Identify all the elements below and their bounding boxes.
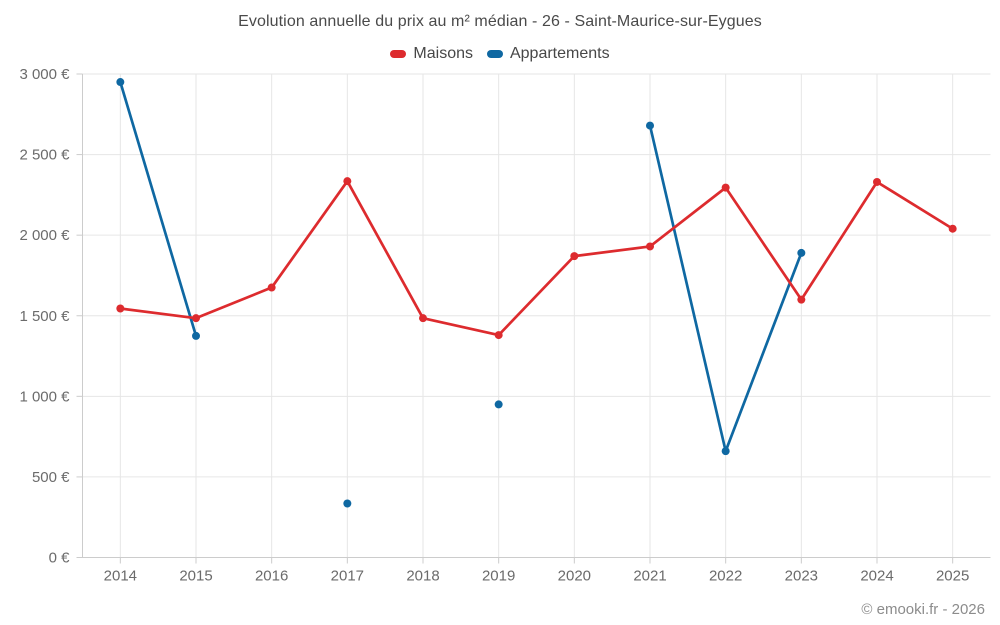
x-tick-label: 2016 <box>255 568 288 585</box>
x-tick-label: 2020 <box>558 568 591 585</box>
y-tick-label: 2 000 € <box>19 227 70 244</box>
x-tick-label: 2022 <box>709 568 742 585</box>
series-line-maisons <box>799 180 879 301</box>
point-maisons-2021[interactable] <box>646 242 654 251</box>
x-tick-label: 2019 <box>482 568 515 585</box>
series-line-maisons <box>875 180 955 231</box>
y-tick-label: 500 € <box>32 469 70 486</box>
x-tick-label: 2021 <box>633 568 666 585</box>
point-appartements-2019[interactable] <box>494 400 503 409</box>
legend: Maisons Appartements <box>0 45 1000 63</box>
point-maisons-2022[interactable] <box>721 183 730 192</box>
point-appartements-2021[interactable] <box>646 121 654 130</box>
copyright-footer: © emooki.fr - 2026 <box>861 601 985 618</box>
y-tick-label: 1 500 € <box>19 308 70 325</box>
legend-item-maisons[interactable]: Maisons <box>390 45 473 63</box>
x-tick-label: 2015 <box>179 568 212 585</box>
point-appartements-2015[interactable] <box>192 331 200 340</box>
y-tick-label: 0 € <box>49 550 71 567</box>
y-tick-label: 3 000 € <box>19 66 70 83</box>
series-line-maisons <box>194 286 274 320</box>
point-appartements-2017[interactable] <box>343 499 352 508</box>
point-maisons-2024[interactable] <box>873 177 881 186</box>
x-tick-label: 2024 <box>860 568 893 585</box>
series-line-appartements <box>724 251 803 453</box>
series-line-appartements <box>118 80 198 338</box>
maisons-legend-marker-icon <box>390 50 407 58</box>
point-maisons-2020[interactable] <box>570 252 579 261</box>
point-maisons-2017[interactable] <box>343 177 352 186</box>
point-maisons-2023[interactable] <box>797 295 806 304</box>
x-tick-label: 2025 <box>936 568 969 585</box>
series-line-maisons <box>345 179 425 320</box>
legend-label-appartements: Appartements <box>509 45 610 62</box>
series-line-maisons <box>648 186 728 248</box>
y-tick-label: 1 000 € <box>19 388 70 405</box>
point-maisons-2018[interactable] <box>419 314 427 323</box>
series-line-maisons <box>270 179 349 289</box>
point-maisons-2015[interactable] <box>192 314 200 323</box>
x-tick-label: 2014 <box>104 568 137 585</box>
point-appartements-2022[interactable] <box>721 447 730 456</box>
legend-label-maisons: Maisons <box>413 45 473 62</box>
y-tick-label: 2 500 € <box>19 147 70 164</box>
series-line-maisons <box>497 254 576 337</box>
series-line-maisons <box>724 186 803 301</box>
appartements-legend-marker-icon <box>486 50 503 58</box>
legend-item-appartements[interactable]: Appartements <box>486 45 610 63</box>
point-appartements-2023[interactable] <box>797 248 806 257</box>
series-line-maisons <box>118 307 198 320</box>
x-tick-label: 2023 <box>785 568 818 585</box>
point-appartements-2014[interactable] <box>116 78 125 87</box>
point-maisons-2019[interactable] <box>494 331 503 340</box>
series-line-maisons <box>421 316 501 337</box>
point-maisons-2014[interactable] <box>116 304 125 313</box>
x-tick-label: 2017 <box>331 568 364 585</box>
x-tick-label: 2018 <box>406 568 439 585</box>
chart-title: Evolution annuelle du prix au m² médian … <box>238 13 762 30</box>
series-line-maisons <box>572 245 652 258</box>
point-maisons-2016[interactable] <box>267 283 276 292</box>
series-line-appartements <box>648 124 728 453</box>
point-maisons-2025[interactable] <box>948 224 957 233</box>
